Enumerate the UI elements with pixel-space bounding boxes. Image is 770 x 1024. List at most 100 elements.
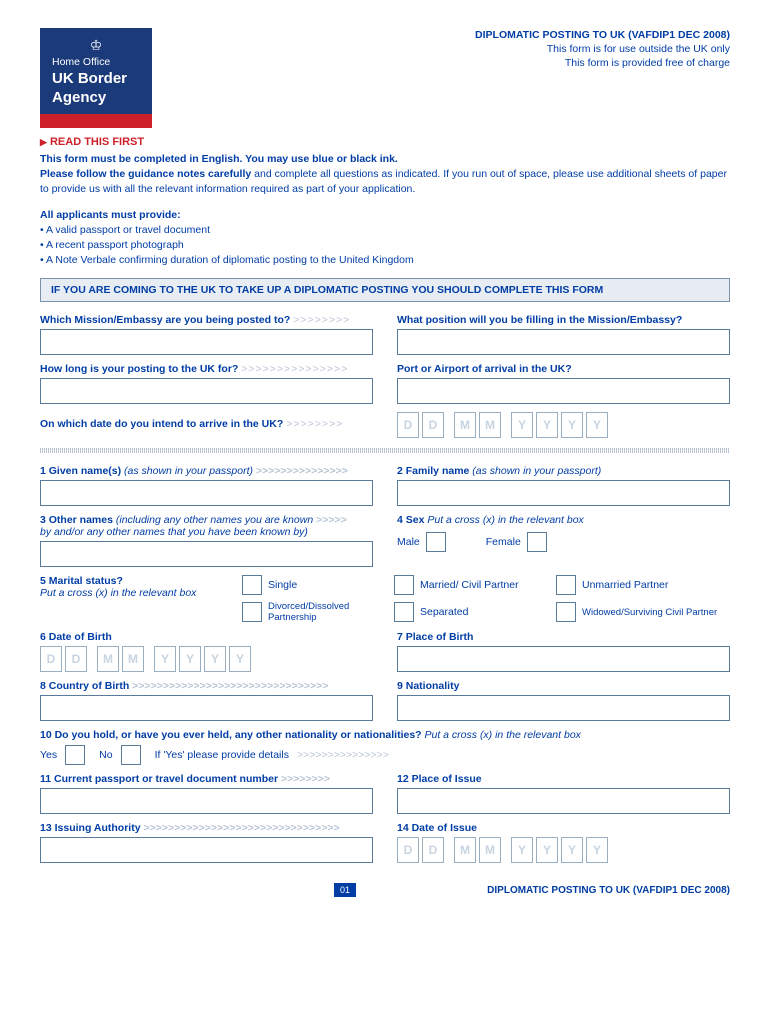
- dob-y2[interactable]: Y: [179, 646, 201, 672]
- q2-text: 2 Family name: [397, 465, 469, 477]
- doi-m2[interactable]: M: [479, 837, 501, 863]
- dob-d2[interactable]: D: [65, 646, 87, 672]
- dob-m1[interactable]: M: [97, 646, 119, 672]
- doi-y3[interactable]: Y: [561, 837, 583, 863]
- other-names-input[interactable]: [40, 541, 373, 567]
- row-arrive-date: On which date do you intend to arrive in…: [40, 412, 730, 438]
- divorced-label: Divorced/Dissolved Partnership: [268, 601, 382, 623]
- dob-y1[interactable]: Y: [154, 646, 176, 672]
- q3-hint-2: by and/or any other names that you have …: [40, 526, 308, 538]
- crest-icon: ♔: [52, 38, 140, 52]
- q5-hint-wrap: Put a cross (x) in the relevant box: [40, 587, 230, 599]
- q-duration-label: How long is your posting to the UK for? …: [40, 363, 373, 375]
- provide-1: • A valid passport or travel document: [40, 223, 730, 238]
- q11-text: 11 Current passport or travel document n…: [40, 773, 278, 785]
- q12-label: 12 Place of Issue: [397, 773, 730, 785]
- married-checkbox[interactable]: [394, 575, 414, 595]
- header-row: ♔ Home Office UK Border Agency DIPLOMATI…: [40, 28, 730, 128]
- divorced-checkbox[interactable]: [242, 602, 262, 622]
- row-q11-q12: 11 Current passport or travel document n…: [40, 773, 730, 814]
- doi-m1[interactable]: M: [454, 837, 476, 863]
- row-q6-q7: 6 Date of Birth DD MM YYYY 7 Place of Bi…: [40, 631, 730, 672]
- q-mission-label: Which Mission/Embassy are you being post…: [40, 314, 373, 326]
- date-y3[interactable]: Y: [561, 412, 583, 438]
- q3-hint-2-wrap: by and/or any other names that you have …: [40, 526, 373, 538]
- male-checkbox[interactable]: [426, 532, 446, 552]
- place-birth-input[interactable]: [397, 646, 730, 672]
- q5-row: 5 Marital status? Put a cross (x) in the…: [40, 575, 730, 623]
- nationality-input[interactable]: [397, 695, 730, 721]
- row-duration-port: How long is your posting to the UK for? …: [40, 363, 730, 404]
- date-m2[interactable]: M: [479, 412, 501, 438]
- widowed-checkbox[interactable]: [556, 602, 576, 622]
- place-issue-input[interactable]: [397, 788, 730, 814]
- q11-label: 11 Current passport or travel document n…: [40, 773, 373, 785]
- dob-d1[interactable]: D: [40, 646, 62, 672]
- q9-label: 9 Nationality: [397, 680, 730, 692]
- doi-y4[interactable]: Y: [586, 837, 608, 863]
- arrows-icon: >>>>>>>>: [293, 314, 350, 326]
- form-subtitle-2: This form is provided free of charge: [475, 56, 730, 70]
- single-checkbox[interactable]: [242, 575, 262, 595]
- page-number: 01: [334, 883, 356, 897]
- q-arrive-text: On which date do you intend to arrive in…: [40, 418, 283, 430]
- intro-bold-2: Please follow the guidance notes careful…: [40, 168, 251, 180]
- date-y1[interactable]: Y: [511, 412, 533, 438]
- q-mission-text: Which Mission/Embassy are you being post…: [40, 314, 290, 326]
- dob-m2[interactable]: M: [122, 646, 144, 672]
- q10-details-label: If 'Yes' please provide details: [155, 749, 289, 761]
- arrows-icon: >>>>>>>>: [286, 418, 343, 430]
- date-y4[interactable]: Y: [586, 412, 608, 438]
- position-input[interactable]: [397, 329, 730, 355]
- unmarried-checkbox[interactable]: [556, 575, 576, 595]
- separated-checkbox[interactable]: [394, 602, 414, 622]
- doi-y1[interactable]: Y: [511, 837, 533, 863]
- arrows-icon: >>>>>>>>>>>>>>>: [297, 749, 389, 761]
- intro-text: This form must be completed in English. …: [40, 152, 730, 197]
- q3-label: 3 Other names (including any other names…: [40, 514, 373, 526]
- arrows-icon: >>>>>>>>>>>>>>>: [241, 363, 348, 375]
- given-names-input[interactable]: [40, 480, 373, 506]
- date-d1[interactable]: D: [397, 412, 419, 438]
- q10-options: Yes No If 'Yes' please provide details >…: [40, 745, 730, 765]
- passport-num-input[interactable]: [40, 788, 373, 814]
- q1-label: 1 Given name(s) (as shown in your passpo…: [40, 465, 373, 477]
- country-birth-input[interactable]: [40, 695, 373, 721]
- footer: 01 DIPLOMATIC POSTING TO UK (VAFDIP1 DEC…: [40, 883, 730, 897]
- port-input[interactable]: [397, 378, 730, 404]
- married-label: Married/ Civil Partner: [420, 579, 519, 591]
- mission-input[interactable]: [40, 329, 373, 355]
- q8-label: 8 Country of Birth >>>>>>>>>>>>>>>>>>>>>…: [40, 680, 373, 692]
- yes-label: Yes: [40, 749, 57, 761]
- doi-d1[interactable]: D: [397, 837, 419, 863]
- doi-y2[interactable]: Y: [536, 837, 558, 863]
- female-label: Female: [486, 536, 521, 548]
- date-m1[interactable]: M: [454, 412, 476, 438]
- no-label: No: [99, 749, 112, 761]
- duration-input[interactable]: [40, 378, 373, 404]
- arrows-icon: >>>>>>>>: [281, 773, 330, 785]
- date-y2[interactable]: Y: [536, 412, 558, 438]
- issuing-auth-input[interactable]: [40, 837, 373, 863]
- yes-checkbox[interactable]: [65, 745, 85, 765]
- q3-hint-1: (including any other names you are known: [116, 514, 313, 526]
- read-this-first: ▶ READ THIS FIRST: [40, 136, 730, 148]
- doi-group: DD MM YYYY: [397, 837, 730, 863]
- q-arrive-label: On which date do you intend to arrive in…: [40, 418, 373, 430]
- no-checkbox[interactable]: [121, 745, 141, 765]
- q8-text: 8 Country of Birth: [40, 680, 129, 692]
- row-q13-q14: 13 Issuing Authority >>>>>>>>>>>>>>>>>>>…: [40, 822, 730, 863]
- dob-y4[interactable]: Y: [229, 646, 251, 672]
- logo-box: ♔ Home Office UK Border Agency: [40, 28, 152, 114]
- date-d2[interactable]: D: [422, 412, 444, 438]
- dob-y3[interactable]: Y: [204, 646, 226, 672]
- doi-d2[interactable]: D: [422, 837, 444, 863]
- row-q8-q9: 8 Country of Birth >>>>>>>>>>>>>>>>>>>>>…: [40, 680, 730, 721]
- q10-row: 10 Do you hold, or have you ever held, a…: [40, 729, 730, 765]
- separated-label: Separated: [420, 606, 468, 618]
- q14-label: 14 Date of Issue: [397, 822, 730, 834]
- provide-title: All applicants must provide:: [40, 209, 730, 221]
- intro-bold-1: This form must be completed in English. …: [40, 153, 398, 165]
- female-checkbox[interactable]: [527, 532, 547, 552]
- family-name-input[interactable]: [397, 480, 730, 506]
